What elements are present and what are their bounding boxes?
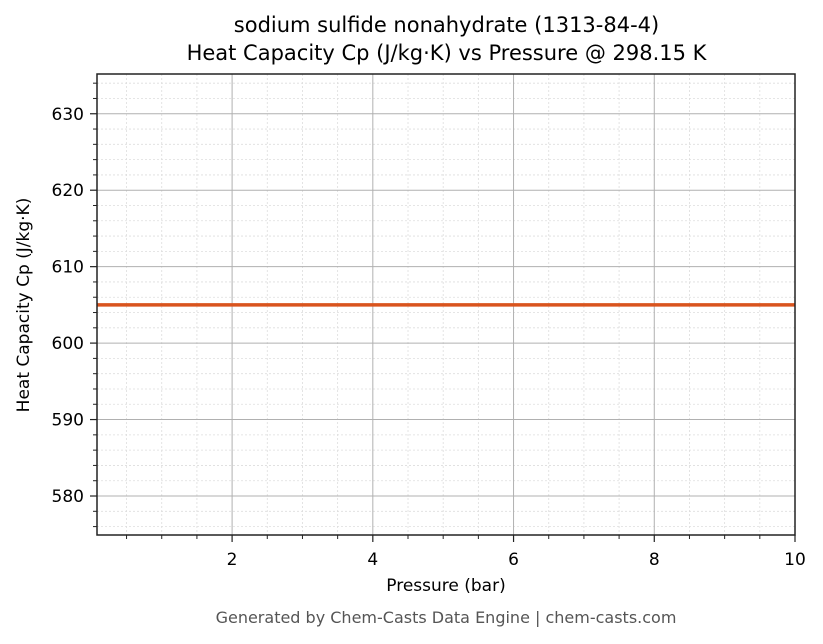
y-tick-label: 610 (52, 258, 84, 278)
chart-title: sodium sulfide nonahydrate (1313-84-4) (233, 13, 660, 37)
y-tick-label: 600 (52, 334, 84, 354)
x-tick-label: 2 (227, 550, 238, 570)
minor-grid (97, 74, 795, 535)
footer-credit: Generated by Chem-Casts Data Engine | ch… (215, 608, 677, 627)
axis-ticks (90, 82, 796, 542)
y-tick-label: 620 (52, 181, 84, 201)
y-tick-label: 590 (52, 411, 84, 431)
x-tick-label: 10 (784, 550, 806, 570)
axes-frame (96, 73, 796, 536)
tick-labels: 2 4 6 8 10 580 590 600 610 620 630 (52, 105, 806, 570)
chart-subtitle: Heat Capacity Cp (J/kg·K) vs Pressure @ … (186, 41, 707, 65)
x-tick-label: 4 (367, 550, 378, 570)
x-tick-label: 6 (508, 550, 519, 570)
x-axis-label: Pressure (bar) (386, 576, 506, 596)
x-tick-label: 8 (649, 550, 660, 570)
y-tick-label: 580 (52, 487, 84, 507)
y-tick-label: 630 (52, 105, 84, 125)
